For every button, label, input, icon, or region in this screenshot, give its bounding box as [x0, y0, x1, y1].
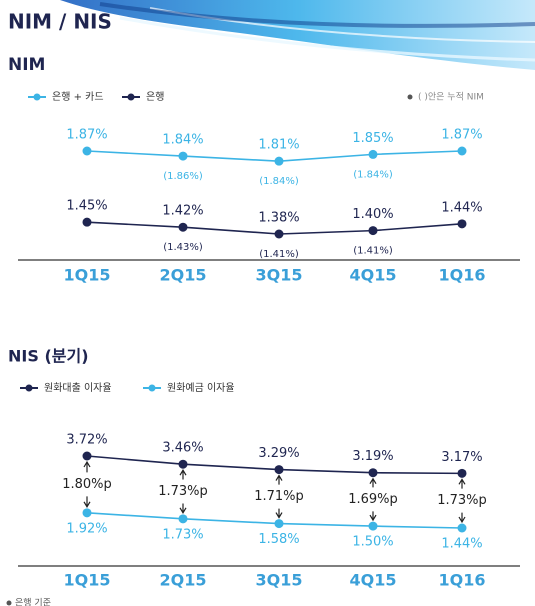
spread-label: 1.71%p [254, 489, 304, 504]
page-title: NIM / NIS [8, 10, 112, 34]
value-label: 1.44% [441, 200, 482, 215]
x-tick-label: 4Q15 [350, 571, 397, 590]
value-label: 1.85% [352, 131, 393, 146]
legend-dot [127, 93, 135, 101]
legend-label: 은행 + 카드 [52, 91, 104, 103]
spread-label: 1.73%p [437, 493, 487, 508]
chart-title: NIM [8, 55, 45, 75]
value-label: 1.45% [66, 199, 107, 214]
note: ( )안은 누적 NIM [418, 91, 484, 103]
value-label: 1.42% [162, 204, 203, 219]
header-swoosh [60, 0, 535, 70]
x-tick-label: 1Q16 [439, 571, 486, 590]
point [457, 146, 467, 156]
note-bullet [407, 94, 413, 100]
spread-arrow [458, 478, 466, 524]
spread-arrow [275, 474, 283, 519]
spread-arrow [83, 460, 91, 509]
x-tick-label: 2Q15 [160, 266, 207, 285]
value-label: 1.58% [258, 532, 299, 547]
point [457, 219, 467, 229]
point [178, 151, 188, 161]
point [82, 217, 92, 227]
legend-label: 원화대출 이자율 [44, 382, 112, 394]
point [368, 521, 378, 531]
point [274, 156, 284, 166]
value-label: 3.19% [352, 449, 393, 464]
value-label: 1.40% [352, 207, 393, 222]
spread-arrow [369, 477, 377, 522]
value-label: 1.73% [162, 527, 203, 542]
point [368, 149, 378, 159]
spread-label: 1.69%p [348, 492, 398, 507]
point [82, 451, 92, 461]
legend-dot [25, 384, 33, 392]
point [178, 514, 188, 524]
point [368, 468, 378, 478]
value-label: 1.87% [66, 128, 107, 143]
value-label: 3.46% [162, 441, 203, 456]
cumulative-label: (1.84%) [353, 169, 393, 180]
x-tick-label: 2Q15 [160, 571, 207, 590]
x-tick-label: 1Q16 [439, 266, 486, 285]
point [368, 226, 378, 236]
chart-title: NIS (분기) [8, 347, 89, 366]
point [82, 146, 92, 156]
x-tick-label: 3Q15 [256, 266, 303, 285]
value-label: 1.81% [258, 138, 299, 153]
value-label: 1.92% [66, 521, 107, 536]
point [178, 222, 188, 232]
point [457, 523, 467, 533]
legend-label: 은행 [146, 91, 164, 103]
spread-arrow [179, 469, 187, 515]
x-tick-label: 3Q15 [256, 571, 303, 590]
x-tick-label: 1Q15 [64, 571, 111, 590]
point [274, 229, 284, 239]
value-label: 3.29% [258, 446, 299, 461]
cumulative-label: (1.41%) [353, 246, 393, 257]
point [82, 508, 92, 518]
point [457, 468, 467, 478]
x-tick-label: 4Q15 [350, 266, 397, 285]
x-tick-label: 1Q15 [64, 266, 111, 285]
point [178, 459, 188, 469]
cumulative-label: (1.86%) [163, 171, 203, 182]
value-label: 3.17% [441, 450, 482, 465]
value-label: 1.44% [441, 537, 482, 552]
value-label: 3.72% [66, 433, 107, 448]
legend-dot [148, 384, 156, 392]
footnote-bullet [6, 600, 12, 606]
value-label: 1.38% [258, 211, 299, 226]
value-label: 1.50% [352, 535, 393, 550]
legend-dot [33, 93, 41, 101]
value-label: 1.87% [441, 128, 482, 143]
spread-label: 1.73%p [158, 484, 208, 499]
footnote: 은행 기준 [15, 597, 51, 606]
point [274, 519, 284, 529]
value-label: 1.84% [162, 133, 203, 148]
cumulative-label: (1.41%) [259, 249, 299, 260]
point [274, 465, 284, 475]
cumulative-label: (1.84%) [259, 176, 299, 187]
legend-label: 원화예금 이자율 [167, 382, 235, 394]
cumulative-label: (1.43%) [163, 242, 203, 253]
series-line [86, 512, 463, 529]
spread-label: 1.80%p [62, 477, 112, 492]
